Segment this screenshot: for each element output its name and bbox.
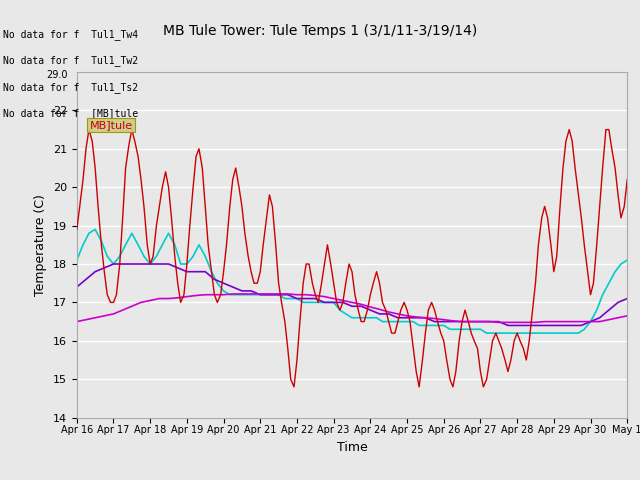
Text: No data for f  Tul1_Tw2: No data for f Tul1_Tw2 — [3, 55, 138, 66]
Text: MB]tule: MB]tule — [90, 120, 132, 130]
Text: 29.0: 29.0 — [47, 70, 68, 80]
X-axis label: Time: Time — [337, 441, 367, 454]
Y-axis label: Temperature (C): Temperature (C) — [35, 194, 47, 296]
Text: MB Tule Tower: Tule Temps 1 (3/1/11-3/19/14): MB Tule Tower: Tule Temps 1 (3/1/11-3/19… — [163, 24, 477, 38]
Text: No data for f  [MB]tule: No data for f [MB]tule — [3, 108, 138, 118]
Text: No data for f  Tul1_Ts2: No data for f Tul1_Ts2 — [3, 82, 138, 93]
Text: No data for f  Tul1_Tw4: No data for f Tul1_Tw4 — [3, 29, 138, 40]
